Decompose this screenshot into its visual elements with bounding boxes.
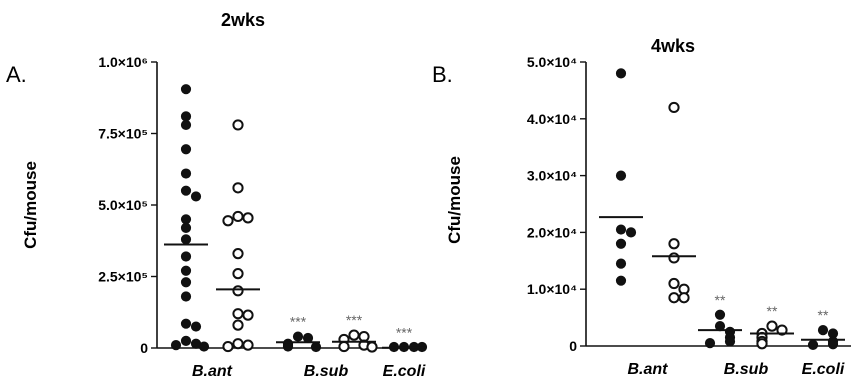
data-point [766, 320, 778, 332]
y-tick-label: 1.0×10⁴ [527, 281, 577, 297]
data-point [756, 338, 768, 350]
y-tick-label: 0 [569, 338, 577, 354]
significance-marker: ** [767, 303, 778, 319]
data-point [180, 84, 192, 95]
x-group-label: E.coli [802, 361, 845, 378]
data-point [807, 339, 819, 350]
data-point [180, 291, 192, 302]
data-point [232, 210, 244, 223]
panel-a: 2wks A. Cfu/mouse 0 2.5×10⁵ 5.0×10⁵ 7.5×10⁵ 1.0… [6, 10, 428, 380]
data-point [668, 292, 680, 304]
significance-marker: ** [715, 292, 726, 308]
data-point [615, 238, 627, 249]
data-point [180, 168, 192, 179]
data-point [232, 248, 244, 260]
x-group-label: E.coli [383, 363, 426, 380]
y-tick-label: 2.0×10⁴ [527, 224, 577, 240]
data-point [615, 275, 627, 286]
chart-title: 2wks [221, 10, 265, 30]
data-point [190, 321, 202, 332]
data-point [668, 238, 680, 250]
data-point [348, 329, 360, 341]
data-point [242, 309, 254, 321]
significance-marker: *** [396, 325, 413, 341]
data-point [827, 339, 839, 350]
data-point [180, 234, 192, 245]
y-axis-label: Cfu/mouse [21, 161, 40, 249]
data-point [817, 324, 829, 336]
data-point [714, 309, 726, 320]
x-group-label: B.sub [304, 363, 349, 380]
data-point [232, 319, 244, 331]
data-point [242, 212, 254, 224]
data-point [615, 224, 627, 235]
y-tick-label: 4.0×10⁴ [527, 111, 577, 127]
data-point [302, 332, 314, 344]
data-point [190, 191, 202, 202]
x-group-label: B.ant [628, 361, 669, 378]
panel-b: 4wks B. Cfu/mouse 0 1.0×10⁴ 2.0×10⁴ 3.0×10⁴ 4.0… [432, 36, 851, 378]
y-tick-label: 5.0×10⁵ [98, 197, 148, 213]
y-tick-label: 0 [140, 340, 148, 356]
data-point [625, 227, 637, 238]
data-point [615, 68, 627, 79]
significance-marker: *** [290, 314, 307, 330]
data-point [222, 215, 234, 227]
data-point [678, 292, 690, 304]
data-point [724, 336, 736, 347]
data-point [242, 339, 254, 351]
data-point [232, 182, 244, 194]
data-point [180, 277, 192, 288]
panel-label: A. [6, 62, 27, 87]
data-point [292, 331, 304, 342]
data-point [232, 268, 244, 280]
data-point [180, 318, 192, 329]
data-point [310, 341, 322, 353]
y-tick-label: 7.5×10⁵ [98, 126, 148, 142]
data-point [170, 340, 182, 351]
data-point [704, 338, 716, 349]
data-point [232, 338, 244, 350]
data-point [180, 119, 192, 131]
panel-label: B. [432, 62, 453, 87]
data-point [180, 265, 192, 276]
data-point [776, 324, 788, 336]
y-axis-label: Cfu/mouse [445, 156, 464, 244]
chart-title: 4wks [651, 36, 695, 56]
x-group-label: B.sub [724, 361, 769, 378]
data-point [180, 144, 192, 155]
data-point [338, 340, 350, 353]
significance-marker: *** [346, 312, 363, 328]
data-point [668, 101, 680, 114]
data-point [180, 335, 192, 346]
y-tick-label: 1.0×10⁶ [98, 54, 148, 70]
x-group-label: B.ant [192, 363, 233, 380]
y-tick-label: 5.0×10⁴ [527, 54, 577, 70]
y-tick-label: 3.0×10⁴ [527, 168, 577, 184]
data-point [232, 285, 244, 297]
data-point [198, 341, 210, 352]
data-point [615, 258, 627, 269]
data-point [668, 277, 680, 290]
y-tick-label: 2.5×10⁵ [98, 269, 148, 285]
data-point [180, 185, 192, 196]
data-point [615, 170, 627, 181]
data-point [180, 214, 192, 225]
data-point [232, 119, 244, 131]
data-point [180, 222, 192, 233]
data-point [180, 111, 192, 122]
significance-marker: ** [818, 307, 829, 323]
data-point [282, 341, 294, 352]
data-point [668, 252, 680, 264]
data-point [222, 340, 234, 353]
data-point [180, 251, 192, 262]
data-point [366, 341, 378, 353]
data-point [232, 308, 244, 320]
